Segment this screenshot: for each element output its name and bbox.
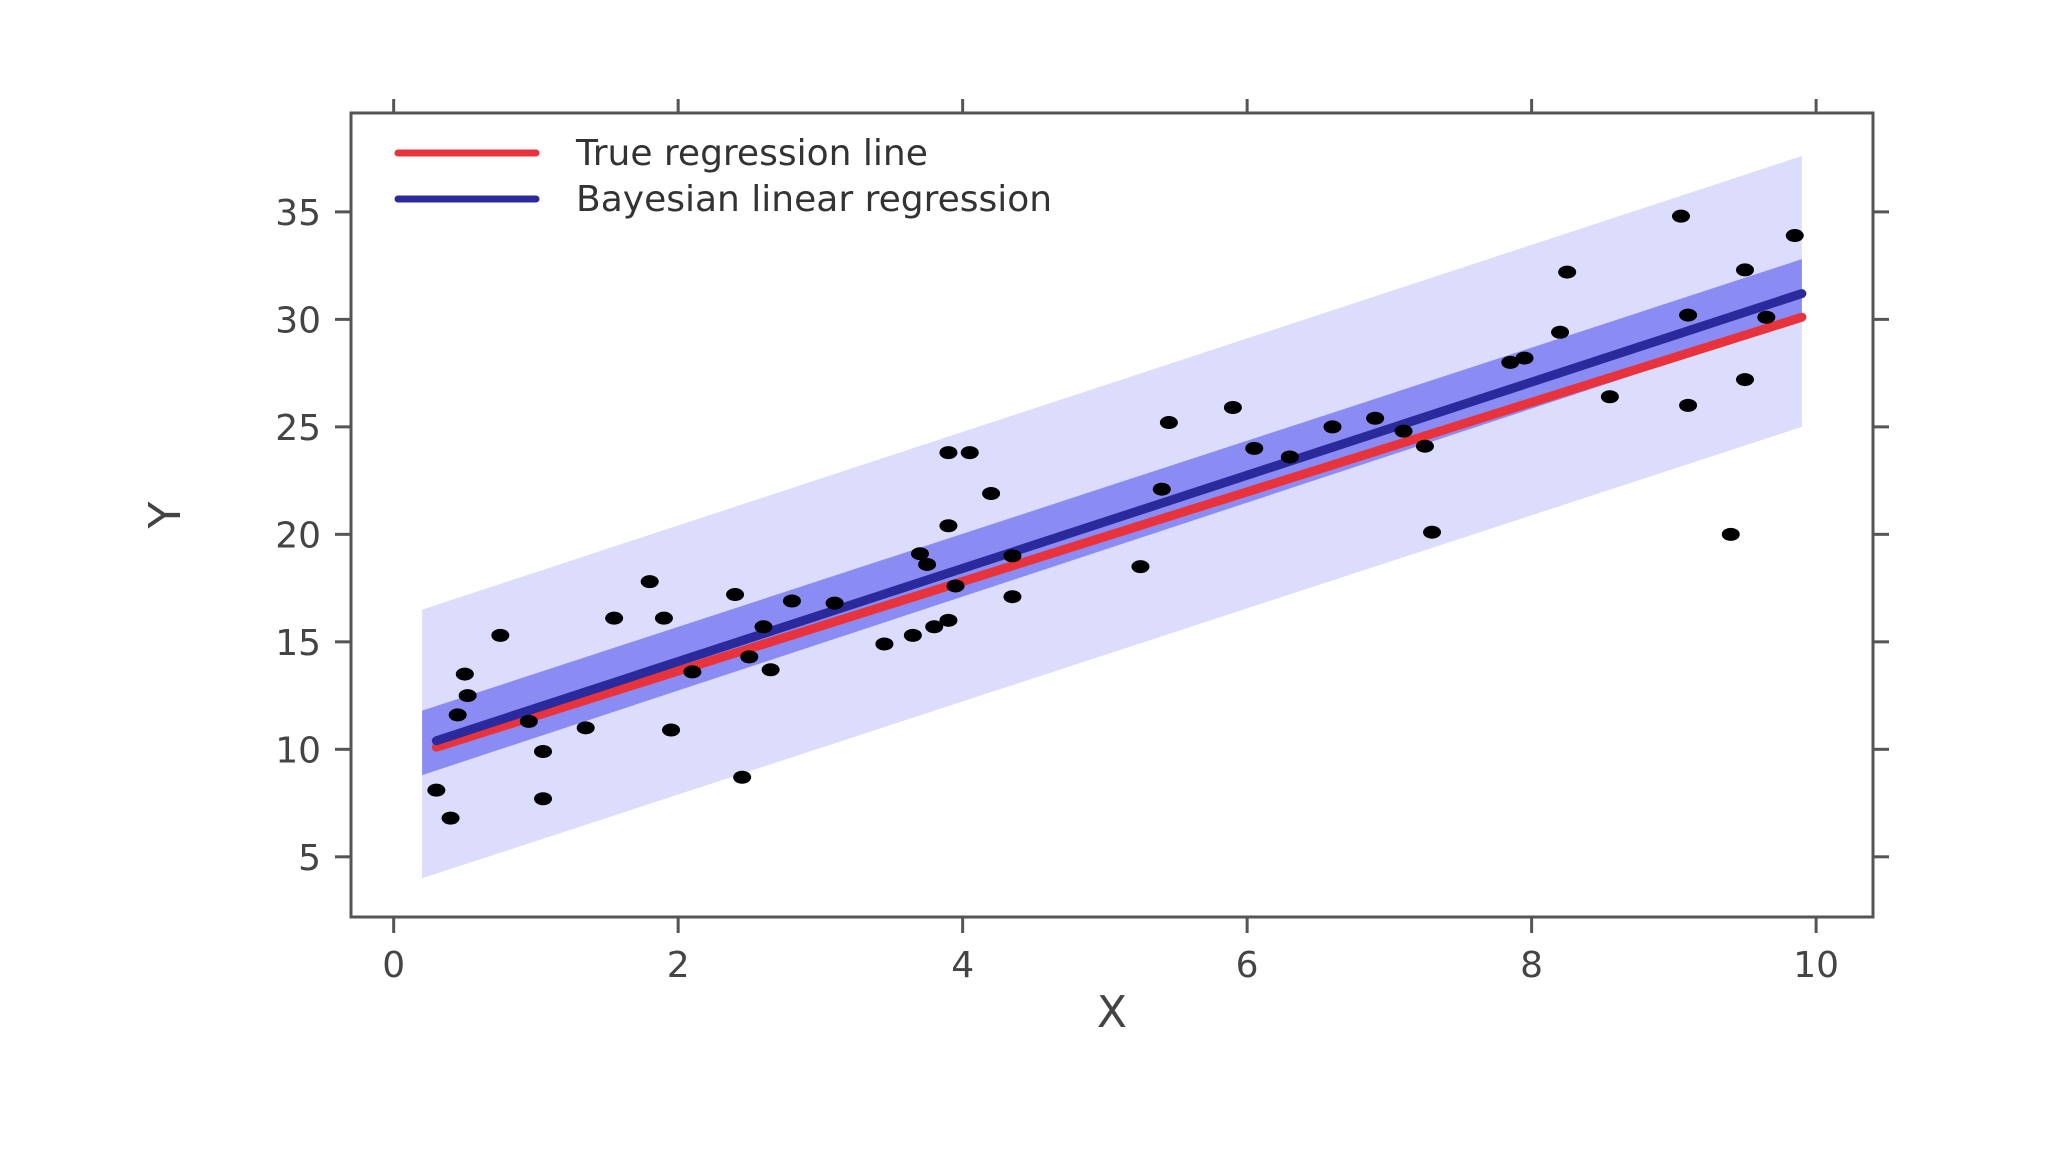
data-point <box>740 650 759 664</box>
data-point <box>519 714 538 728</box>
data-point <box>1501 355 1520 369</box>
data-point <box>1515 351 1534 365</box>
data-point <box>918 557 937 571</box>
data-point <box>875 637 894 651</box>
data-point <box>1223 401 1242 415</box>
data-point <box>1394 424 1413 438</box>
data-point <box>640 575 659 589</box>
data-point <box>946 579 965 593</box>
y-tick-label: 5 <box>298 838 321 879</box>
data-point <box>1600 390 1619 404</box>
plot-frame <box>349 111 1875 919</box>
data-point <box>733 770 752 784</box>
data-point <box>1551 325 1570 339</box>
data-point <box>683 665 702 679</box>
data-point <box>782 594 801 608</box>
axis-ticks <box>335 99 1889 933</box>
data-point <box>427 783 446 797</box>
data-point <box>1679 398 1698 412</box>
data-point <box>654 611 673 625</box>
y-tick-label: 20 <box>275 515 321 556</box>
data-point <box>455 667 474 681</box>
legend-label-true-line: True regression line <box>575 133 928 174</box>
data-point <box>1152 482 1171 496</box>
data-point <box>925 620 944 634</box>
data-point <box>1415 439 1434 453</box>
data-point <box>761 663 780 677</box>
x-tick-label: 10 <box>1793 945 1839 986</box>
y-tick-label: 25 <box>275 408 321 449</box>
data-point <box>1757 310 1776 324</box>
data-point <box>1003 549 1022 563</box>
data-point <box>960 446 979 460</box>
y-tick-label: 30 <box>275 300 321 341</box>
data-point <box>441 811 460 825</box>
data-point <box>491 628 510 642</box>
y-tick-label: 15 <box>275 623 321 664</box>
data-point <box>939 613 958 627</box>
x-tick-label: 4 <box>951 945 974 986</box>
bayesian-regression-line <box>431 289 1807 746</box>
data-point <box>1003 590 1022 604</box>
data-point <box>910 547 929 561</box>
data-point <box>576 721 595 735</box>
x-axis-label: X <box>1097 987 1127 1038</box>
data-point <box>605 611 624 625</box>
data-point <box>754 620 773 634</box>
data-point <box>534 744 553 758</box>
x-tick-label: 0 <box>382 945 405 986</box>
legend: True regression line Bayesian linear reg… <box>394 133 1052 220</box>
x-tick-label: 8 <box>1520 945 1543 986</box>
y-tick-label: 35 <box>275 193 321 234</box>
data-point <box>1679 308 1698 322</box>
data-point <box>1366 411 1385 425</box>
data-points <box>427 209 1804 825</box>
data-point <box>903 628 922 642</box>
data-point <box>982 487 1001 501</box>
data-point <box>1280 450 1299 464</box>
data-point <box>1721 527 1740 541</box>
data-point <box>939 519 958 533</box>
legend-label-bayesian: Bayesian linear regression <box>576 179 1052 220</box>
data-point <box>1558 265 1577 279</box>
x-tick-label: 6 <box>1236 945 1259 986</box>
tick-labels: 0 2 4 6 8 10 5 10 15 20 25 30 35 <box>275 193 1839 986</box>
data-point <box>1131 560 1150 574</box>
data-point <box>1159 416 1178 430</box>
data-point <box>534 792 553 806</box>
data-point <box>458 689 477 703</box>
x-tick-label: 2 <box>667 945 690 986</box>
data-point <box>448 708 467 722</box>
data-point <box>825 596 844 610</box>
data-point <box>1735 373 1754 387</box>
data-point <box>1735 263 1754 277</box>
data-point <box>1245 441 1264 455</box>
true-regression-line <box>431 312 1807 752</box>
data-point <box>939 446 958 460</box>
y-axis-label: Y <box>140 501 191 529</box>
regression-lines <box>431 289 1807 752</box>
data-point <box>726 588 745 602</box>
y-tick-label: 10 <box>275 730 321 771</box>
data-point <box>1323 420 1342 434</box>
data-point <box>1671 209 1690 223</box>
data-point <box>1423 525 1442 539</box>
data-point <box>662 723 681 737</box>
data-point <box>1785 229 1804 243</box>
